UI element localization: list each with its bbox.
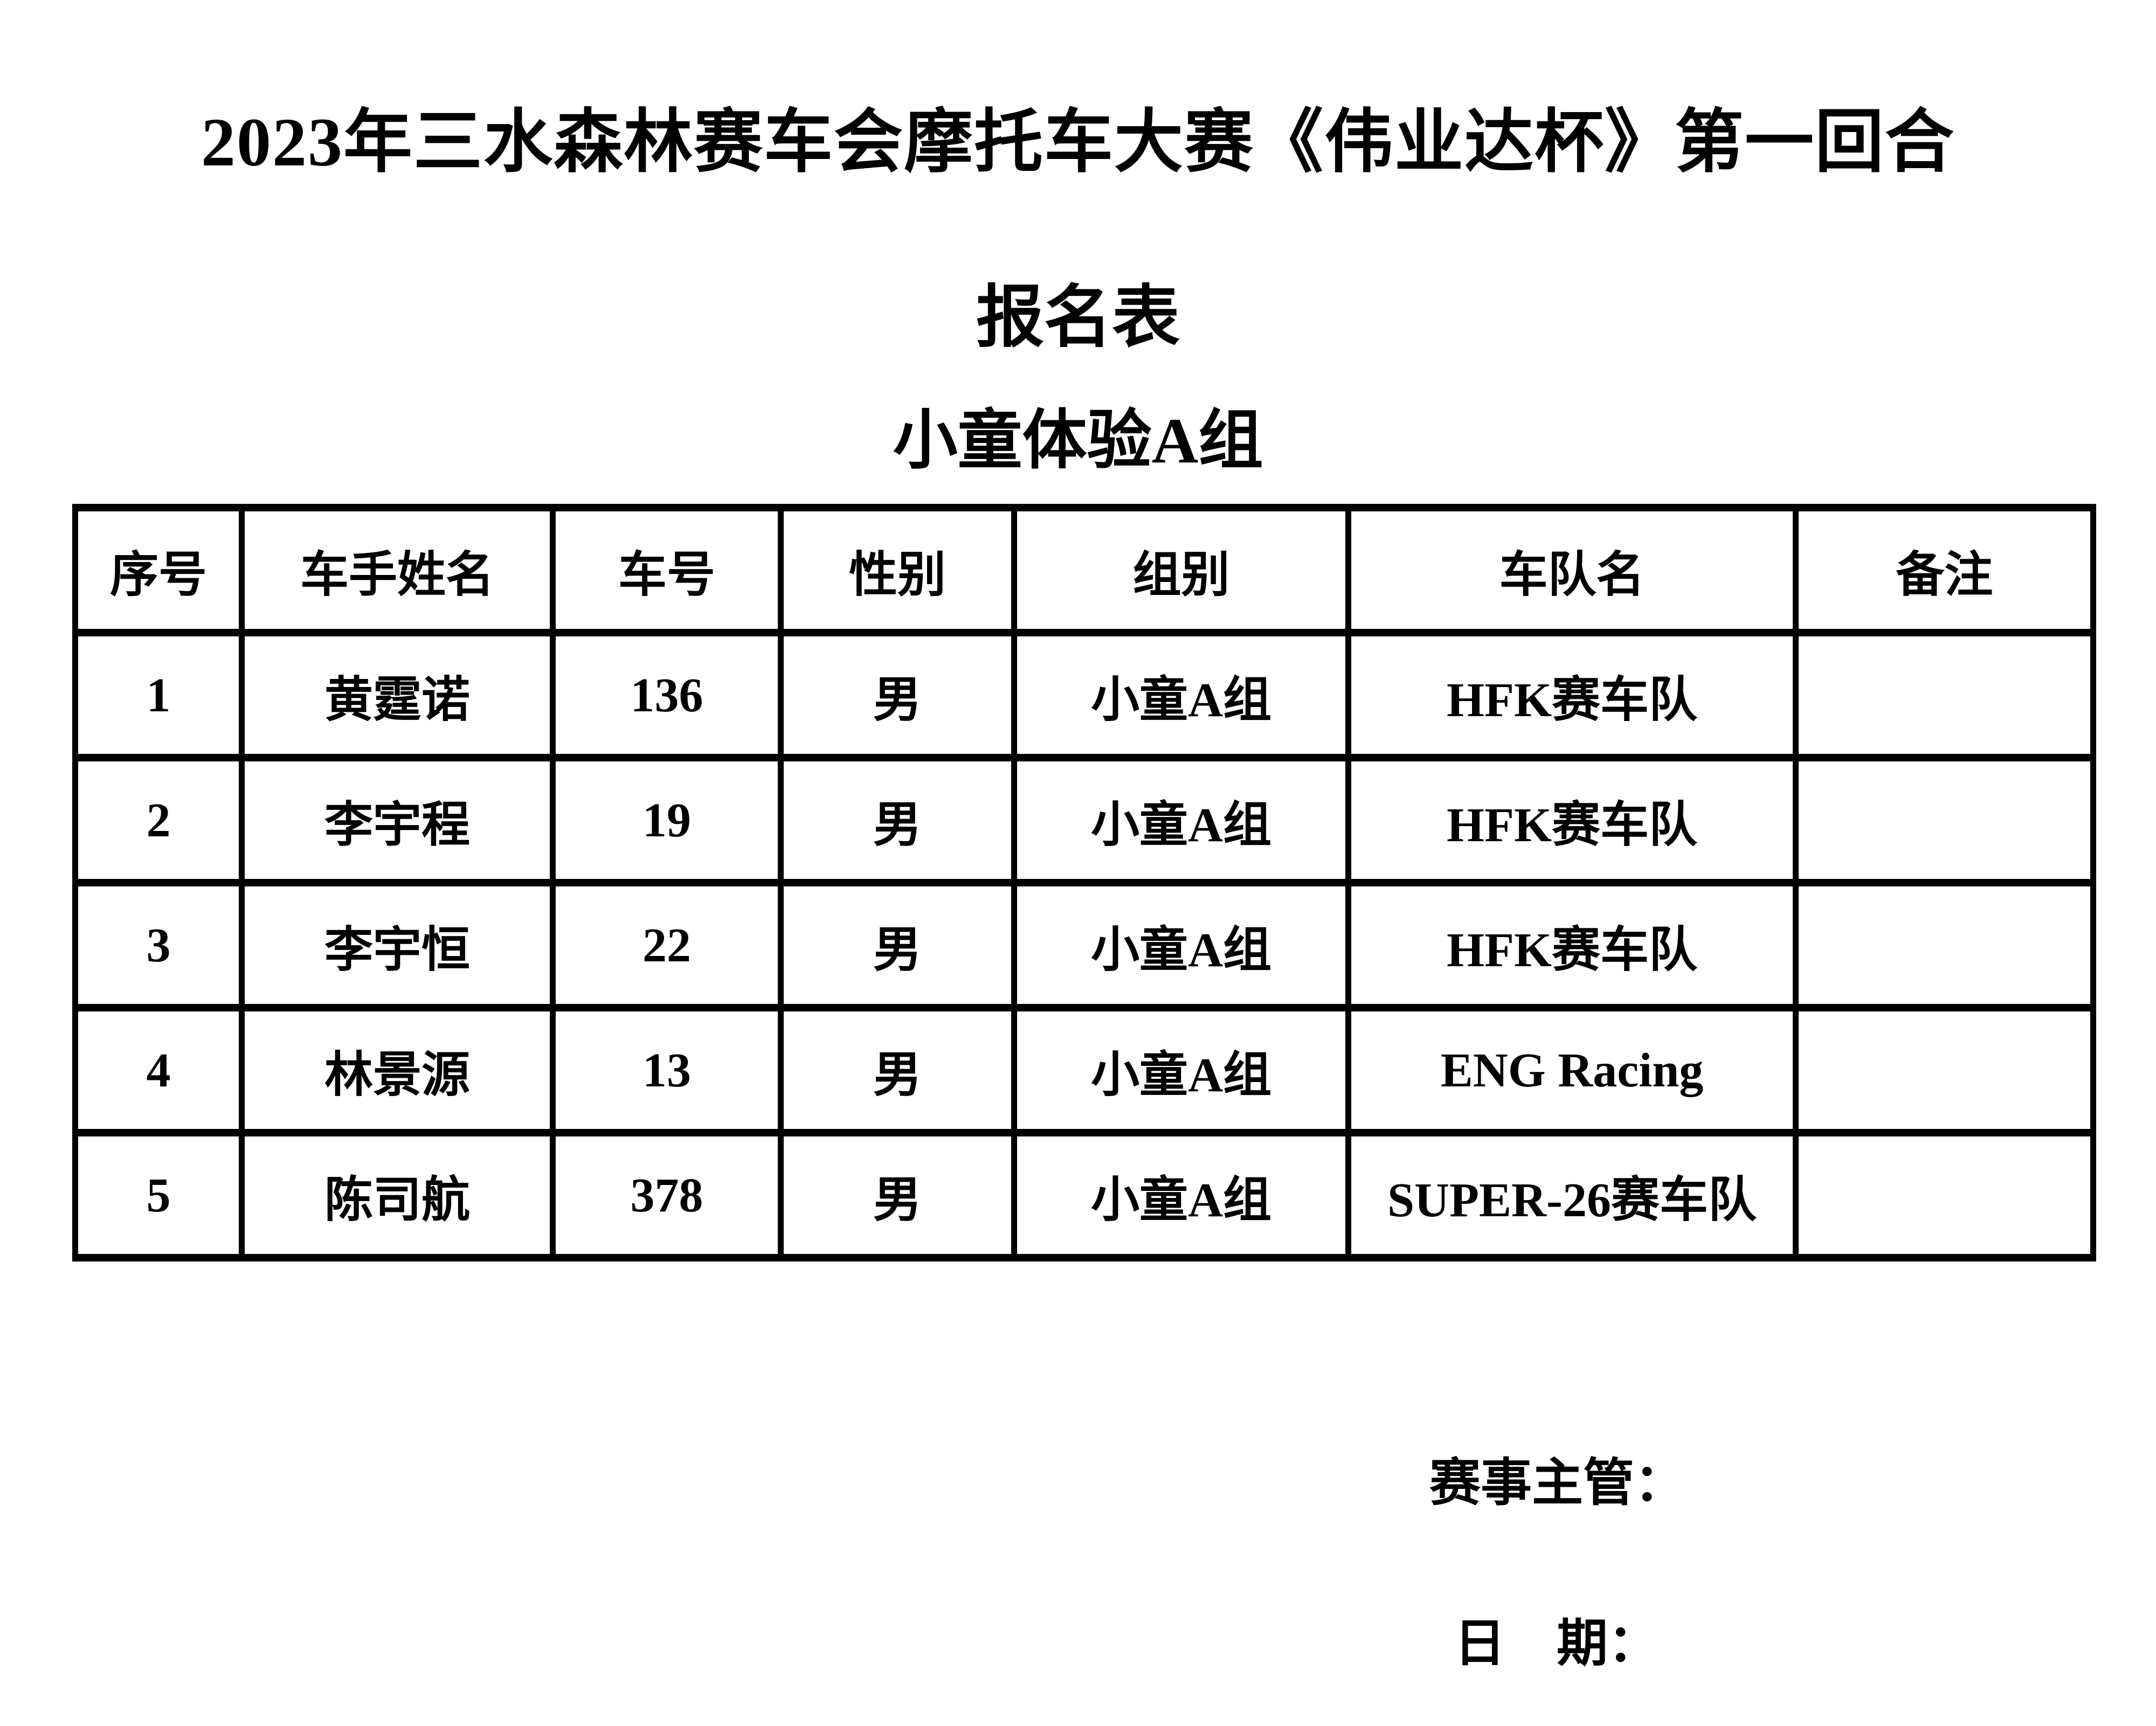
column-header-group: 组别 <box>1011 504 1351 636</box>
cell-car-number: 19 <box>550 754 784 886</box>
cell-gender: 男 <box>778 1129 1017 1261</box>
page-title: 2023年三水森林赛车会摩托车大赛《伟业达杯》第一回合 <box>201 104 1955 181</box>
cell-index: 5 <box>72 1129 245 1261</box>
cell-team: SUPER-26赛车队 <box>1345 1129 1799 1261</box>
column-header-gender: 性别 <box>778 504 1017 636</box>
cell-group: 小童A组 <box>1011 629 1351 761</box>
cell-rider-name: 林景源 <box>239 1004 556 1136</box>
table-row: 4 林景源 13 男 小童A组 ENG Racing <box>72 1004 2096 1136</box>
cell-group: 小童A组 <box>1011 1129 1351 1261</box>
cell-group: 小童A组 <box>1011 754 1351 886</box>
cell-index: 4 <box>72 1004 245 1136</box>
group-title: 小童体验A组 <box>893 405 1263 476</box>
cell-rider-name: 黄霆诺 <box>239 629 556 761</box>
form-title: 报名表 <box>976 281 1180 356</box>
cell-team: HFK赛车队 <box>1345 629 1799 761</box>
cell-team: ENG Racing <box>1345 1004 1799 1136</box>
registration-table: 序号 车手姓名 车号 性别 组别 车队名 备注 1 黄霆诺 136 男 小童A组… <box>72 504 2096 1261</box>
cell-remark <box>1793 629 2096 761</box>
column-header-team: 车队名 <box>1345 504 1799 636</box>
table-row: 2 李宇程 19 男 小童A组 HFK赛车队 <box>72 754 2096 886</box>
cell-gender: 男 <box>778 879 1017 1011</box>
column-header-remark: 备注 <box>1793 504 2096 636</box>
table-header-row: 序号 车手姓名 车号 性别 组别 车队名 备注 <box>72 504 2096 636</box>
cell-car-number: 13 <box>550 1004 784 1136</box>
cell-remark <box>1793 1004 2096 1136</box>
cell-index: 3 <box>72 879 245 1011</box>
cell-index: 2 <box>72 754 245 886</box>
cell-car-number: 136 <box>550 629 784 761</box>
cell-gender: 男 <box>778 629 1017 761</box>
cell-gender: 男 <box>778 754 1017 886</box>
cell-remark <box>1793 1129 2096 1261</box>
cell-index: 1 <box>72 629 245 761</box>
cell-remark <box>1793 879 2096 1011</box>
cell-team: HFK赛车队 <box>1345 754 1799 886</box>
table-row: 1 黄霆诺 136 男 小童A组 HFK赛车队 <box>72 629 2096 761</box>
cell-car-number: 22 <box>550 879 784 1011</box>
cell-team: HFK赛车队 <box>1345 879 1799 1011</box>
cell-gender: 男 <box>778 1004 1017 1136</box>
cell-group: 小童A组 <box>1011 879 1351 1011</box>
cell-remark <box>1793 754 2096 886</box>
cell-rider-name: 李宇恒 <box>239 879 556 1011</box>
column-header-car-number: 车号 <box>550 504 784 636</box>
cell-group: 小童A组 <box>1011 1004 1351 1136</box>
supervisor-label: 赛事主管： <box>1429 1454 1686 1512</box>
table-row: 5 陈司航 378 男 小童A组 SUPER-26赛车队 <box>72 1129 2096 1261</box>
date-label: 日 期： <box>1454 1615 1660 1672</box>
cell-rider-name: 陈司航 <box>239 1129 556 1261</box>
cell-rider-name: 李宇程 <box>239 754 556 886</box>
cell-car-number: 378 <box>550 1129 784 1261</box>
column-header-index: 序号 <box>72 504 245 636</box>
table-row: 3 李宇恒 22 男 小童A组 HFK赛车队 <box>72 879 2096 1011</box>
column-header-rider-name: 车手姓名 <box>239 504 556 636</box>
